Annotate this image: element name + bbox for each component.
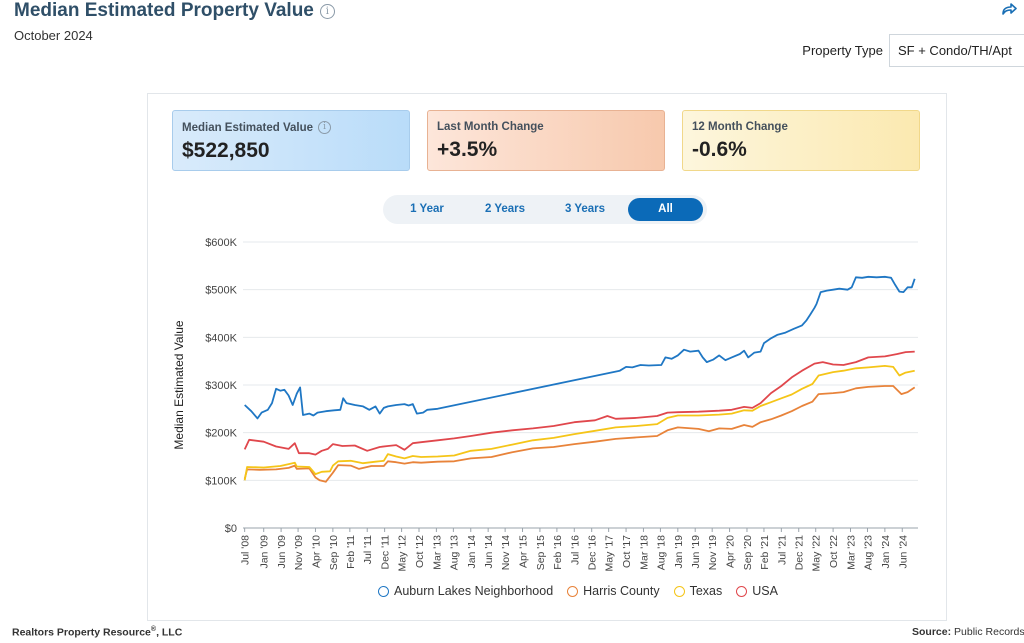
x-tick-label: Oct '17 — [621, 535, 633, 568]
legend-item-harris[interactable]: Harris County — [567, 584, 660, 598]
legend-swatch-texas — [673, 585, 685, 597]
property-type-select[interactable]: SF + Condo/TH/Apt — [889, 34, 1024, 67]
legend-label-texas: Texas — [689, 584, 723, 598]
share-icon[interactable] — [1000, 0, 1018, 18]
median-value-label: Median Estimated Value — [182, 121, 314, 134]
x-tick-label: Mar '18 — [638, 535, 650, 570]
footer-source-text: Public Records and MLS Sources — [954, 626, 1024, 638]
y-axis-title: Median Estimated Value — [172, 320, 186, 450]
legend-item-auburn[interactable]: Auburn Lakes Neighborhood — [378, 584, 553, 598]
line-chart: $0 $100K $200K $300K $400K $500K $600K Median E… — [172, 237, 918, 572]
x-tick-label: Nov '14 — [500, 535, 512, 570]
legend-swatch-usa — [736, 585, 748, 597]
x-tick-label: Jun '14 — [483, 535, 495, 569]
legend-swatch-auburn — [378, 585, 389, 597]
range-all-button[interactable]: All — [628, 198, 703, 221]
x-tick-label: Nov '09 — [293, 535, 305, 570]
median-value-card: Median Estimated Value i $522,850 — [172, 110, 410, 171]
x-tick-label: Apr '20 — [725, 535, 737, 568]
chart-panel: Median Estimated Value i $522,850 Last M… — [147, 93, 947, 621]
footer-source: Source: Public Records and MLS Sources — [912, 626, 1024, 638]
x-tick-label: May '17 — [604, 535, 616, 572]
twelve-month-change-card: 12 Month Change -0.6% — [682, 110, 920, 171]
x-tick-label: Dec '11 — [380, 535, 392, 570]
median-value: $522,850 — [182, 139, 270, 162]
last-month-change-card: Last Month Change +3.5% — [427, 110, 665, 171]
footer-company-name: Realtors Property Resource — [12, 626, 151, 639]
x-tick-label: Oct '22 — [828, 535, 840, 568]
y-tick-label: $400K — [205, 332, 237, 344]
footer-company: Realtors Property Resource®, LLC — [12, 626, 182, 639]
time-range-selector: 1 Year 2 Years 3 Years All — [383, 195, 707, 224]
twelve-month-change-label: 12 Month Change — [692, 121, 788, 133]
x-tick-label: Jun '24 — [897, 535, 909, 569]
chart-legend: Auburn Lakes Neighborhood Harris County … — [378, 584, 778, 598]
x-tick-label: Sep '20 — [742, 535, 754, 570]
y-tick-label: $100K — [205, 475, 237, 487]
x-tick-label: Jul '21 — [776, 535, 788, 565]
y-tick-label: $600K — [205, 237, 237, 249]
page-title-text: Median Estimated Property Value — [14, 0, 314, 21]
x-tick-label: Feb '21 — [759, 535, 771, 570]
x-tick-label: Apr '10 — [310, 535, 322, 568]
registered-mark: ® — [150, 626, 157, 633]
last-month-change-value: +3.5% — [437, 138, 498, 161]
report-date: October 2024 — [14, 28, 93, 43]
x-tick-label: Jun '19 — [690, 535, 702, 569]
footer-company-suffix: , LLC — [156, 626, 183, 639]
legend-item-usa[interactable]: USA — [736, 584, 778, 598]
legend-swatch-harris — [567, 585, 579, 597]
x-tick-label: Mar '13 — [431, 535, 443, 570]
y-tick-label: $0 — [225, 523, 237, 535]
x-tick-label: Aug '23 — [862, 535, 874, 570]
x-tick-label: Jan '14 — [466, 535, 478, 569]
info-icon[interactable]: i — [319, 3, 335, 19]
range-1-year-button[interactable]: 1 Year — [410, 203, 444, 215]
legend-label-harris: Harris County — [583, 584, 660, 598]
y-tick-label: $200K — [205, 428, 237, 440]
property-type-filter: Property Type SF + Condo/TH/Apt — [802, 34, 1024, 67]
x-tick-label: May '12 — [397, 535, 409, 572]
legend-label-usa: USA — [752, 584, 778, 598]
legend-label-auburn: Auburn Lakes Neighborhood — [394, 584, 554, 598]
page-title: Median Estimated Property Value i — [14, 0, 335, 22]
x-tick-label: Jan '09 — [259, 535, 271, 569]
x-tick-label: Jun '09 — [276, 535, 288, 569]
series-line-auburn — [244, 275, 916, 420]
series-line-usa — [243, 350, 915, 456]
legend-item-texas[interactable]: Texas — [673, 584, 723, 598]
y-tick-label: $300K — [205, 380, 237, 392]
x-tick-label: Sep '10 — [328, 535, 340, 570]
x-tick-label: Feb '11 — [345, 535, 357, 569]
x-tick-label: Nov '19 — [707, 535, 719, 570]
x-tick-label: Mar '23 — [846, 535, 858, 570]
property-type-label: Property Type — [802, 43, 883, 58]
median-value-card-label: Median Estimated Value i — [182, 121, 400, 134]
range-3-years-button[interactable]: 3 Years — [564, 203, 606, 215]
x-tick-label: Jan '24 — [880, 535, 892, 569]
footer-source-label: Source: — [912, 626, 952, 638]
x-tick-label: Aug '13 — [448, 535, 460, 570]
info-icon[interactable]: i — [318, 121, 332, 134]
x-tick-label: Feb '16 — [552, 535, 564, 570]
x-tick-label: Dec '21 — [794, 535, 806, 570]
x-tick-label: Jul '11 — [362, 535, 374, 564]
x-tick-label: Jul '16 — [569, 535, 581, 565]
x-tick-label: Dec '16 — [587, 535, 599, 570]
x-tick-label: Oct '12 — [414, 535, 426, 568]
series-line-harris — [243, 385, 916, 483]
x-tick-label: Jan '19 — [673, 535, 685, 569]
x-tick-label: Sep '15 — [535, 535, 547, 570]
range-2-years-button[interactable]: 2 Years — [484, 203, 526, 215]
series-line-texas — [243, 365, 915, 481]
x-tick-label: May '22 — [811, 535, 823, 572]
x-tick-label: Apr '15 — [518, 535, 530, 568]
x-tick-label: Jul '08 — [240, 535, 252, 565]
last-month-change-label: Last Month Change — [437, 121, 544, 133]
y-tick-label: $500K — [205, 285, 237, 297]
twelve-month-change-value: -0.6% — [692, 138, 747, 161]
x-tick-label: Aug '18 — [655, 535, 667, 570]
